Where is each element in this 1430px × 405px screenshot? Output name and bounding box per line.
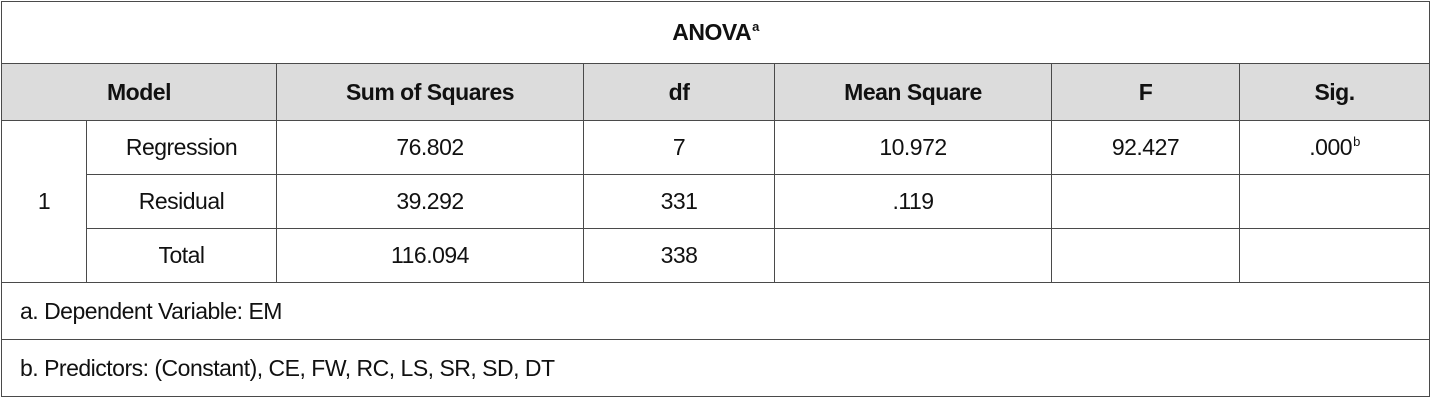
header-cell: F: [1051, 63, 1240, 121]
footnote: a. Dependent Variable: EM: [0, 282, 1430, 340]
cell: .000b: [1238, 120, 1430, 175]
title: ANOVA: [672, 19, 752, 45]
title-note: a: [752, 19, 759, 34]
row-label: Regression: [86, 120, 277, 175]
cell: 331: [583, 174, 775, 229]
cell: 39.292: [276, 174, 584, 229]
cell: 7: [583, 120, 775, 175]
header-row: Model Sum of Squares df Mean Square F Si…: [1, 63, 1430, 121]
empty-cell: [774, 228, 1052, 283]
row-label: Total: [86, 228, 277, 283]
sig-note: b: [1353, 134, 1360, 149]
row: Residual 39.292 331 .119: [2, 174, 1430, 229]
header-cell: df: [583, 63, 775, 121]
header-cell: Sig.: [1238, 63, 1430, 121]
header-cell: Mean Square: [774, 63, 1052, 121]
row: 1 Regression 76.802 7 10.972 92.427 .000…: [1, 120, 1430, 283]
row-label: Residual: [86, 174, 277, 229]
sig-value: .000: [1309, 134, 1353, 160]
empty-cell: [1238, 174, 1430, 229]
footnote: b. Predictors: (Constant), CE, FW, RC, L…: [0, 339, 1430, 397]
title-row: ANOVAa: [0, 1, 1430, 64]
cell: 10.972: [774, 120, 1052, 175]
row: Total 116.094 338: [2, 228, 1430, 283]
model-cell: 1: [1, 120, 87, 283]
footnote-row: b. Predictors: (Constant), CE, FW, RC, L…: [0, 339, 1430, 397]
header-cell: Sum of Squares: [276, 63, 584, 121]
title-cell: ANOVAa: [0, 1, 1430, 64]
cell: 76.802: [276, 120, 584, 175]
empty-cell: [1051, 174, 1240, 229]
empty-cell: [1238, 228, 1430, 283]
anova-table: ANOVAa Model Sum of Squares df Mean Squa…: [0, 1, 1430, 397]
header-cell: Model: [1, 63, 277, 121]
cell: 116.094: [276, 228, 584, 283]
footnote-row: a. Dependent Variable: EM: [0, 282, 1430, 340]
cell: .119: [774, 174, 1052, 229]
cell: 338: [583, 228, 775, 283]
empty-cell: [1051, 228, 1240, 283]
cell: 92.427: [1051, 120, 1240, 175]
